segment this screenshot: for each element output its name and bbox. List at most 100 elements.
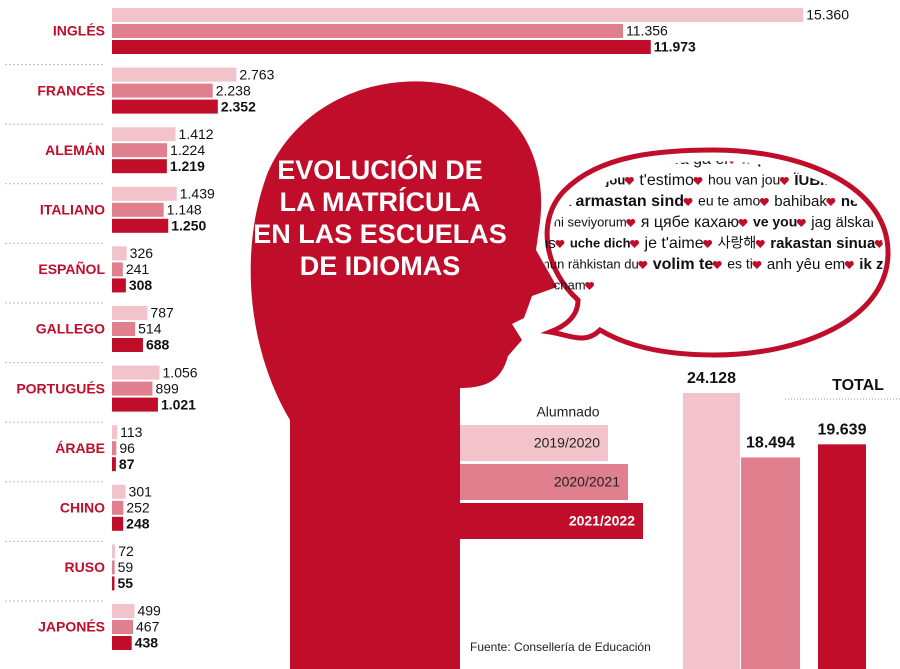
bubble-word: ve you: [753, 214, 797, 230]
value-label: 55: [117, 575, 133, 591]
bar: [112, 218, 169, 233]
legend-label: 2021/2022: [569, 513, 635, 529]
legend-swatch: [460, 503, 643, 539]
heart: [752, 261, 762, 269]
bubble-word: jag älskar dig: [810, 214, 899, 231]
source-note: Fuente: Consellería de Educación: [470, 640, 651, 654]
value-label: 326: [130, 245, 154, 261]
bar: [112, 278, 126, 293]
heart: [755, 239, 765, 248]
bubble-word: я цябе кахаю: [641, 214, 739, 231]
bar: [112, 604, 135, 618]
total-bar: [683, 392, 740, 669]
bar: [112, 636, 132, 650]
bubble-word: jeg elsker deg: [873, 172, 900, 189]
bubble-word: hou van jou: [708, 172, 780, 188]
bar: [112, 202, 164, 217]
total-label: 18.494: [746, 435, 795, 452]
bar: [112, 484, 126, 499]
bubble-word: wa ga ei: [667, 151, 728, 168]
heart: [712, 261, 722, 269]
heart: [630, 240, 640, 248]
value-label: 301: [129, 484, 153, 500]
bar: [112, 322, 136, 336]
heart: [796, 218, 806, 227]
value-label: 1.021: [161, 396, 196, 412]
bubble-word: bahibak: [774, 193, 827, 210]
bar: [112, 246, 127, 261]
bubble-outline: [540, 147, 891, 358]
bubble-word: mun rähkistan du: [539, 256, 639, 271]
speech-bubble: TEGmi amas vinwa ga eikepada Andabang sr…: [515, 147, 900, 358]
category-label: ESPAÑOL: [38, 260, 105, 277]
value-label: 11.973: [654, 39, 696, 55]
heart: [844, 261, 854, 269]
bubble-word: rakastan sinua: [770, 235, 876, 252]
bubble-word: anh yêu em: [767, 256, 845, 273]
bar: [112, 262, 123, 277]
bubble-word: seni seviyorum: [540, 214, 627, 229]
value-label: 252: [126, 500, 150, 516]
bar: [112, 8, 804, 22]
bubble-word: es ti: [727, 256, 753, 272]
bar: [112, 40, 651, 54]
bar: [112, 143, 168, 158]
heart: [759, 197, 769, 206]
value-label: 248: [126, 516, 150, 532]
total-bar: [818, 444, 866, 669]
bar: [112, 544, 116, 559]
total-label: 19.639: [818, 422, 867, 439]
bubble-word: eu te amo: [698, 193, 760, 209]
bubble-word: volim te: [653, 256, 714, 273]
bar: [112, 365, 160, 380]
bar: [112, 67, 237, 82]
heart: [624, 177, 634, 185]
heart: [703, 240, 713, 248]
bar: [112, 576, 115, 591]
legend-label: 2020/2021: [554, 474, 620, 490]
value-label: 2.238: [216, 82, 251, 98]
bar: [112, 338, 143, 352]
bar: [112, 620, 134, 634]
bar: [112, 186, 177, 201]
heart: [738, 218, 748, 227]
value-label: 467: [136, 619, 160, 635]
value-label: 1.224: [170, 142, 205, 158]
value-label: 1.148: [167, 202, 202, 218]
legend-label: 2019/2020: [534, 435, 600, 451]
value-label: 1.412: [179, 126, 214, 142]
bubble-word: máms: [515, 235, 556, 252]
bubble-word: t'estimo: [639, 172, 694, 189]
bubble-word: je t'aime: [644, 235, 704, 252]
heart: [638, 261, 648, 269]
bar: [112, 24, 624, 38]
bubble-word: 사랑해: [718, 235, 757, 251]
value-label: 308: [129, 277, 153, 293]
category-label: PORTUGUÉS: [16, 380, 105, 396]
value-label: 1.439: [180, 186, 215, 202]
bar: [112, 306, 148, 320]
total-label: 24.128: [687, 370, 736, 387]
bubble-word: TEG: [540, 151, 571, 168]
category-label: GALLEGO: [36, 321, 105, 337]
category-label: JAPONÉS: [38, 619, 105, 635]
title-text: EVOLUCIÓN DE LA MATRÍCULA EN LAS ESCUELAS D…: [253, 154, 507, 281]
heart: [585, 282, 595, 290]
value-label: 113: [120, 424, 143, 440]
bubble-word: bang sroláign ôn: [842, 151, 900, 168]
value-label: 15.360: [806, 7, 849, 23]
value-label: 1.219: [170, 158, 205, 174]
value-label: 241: [126, 261, 150, 277]
value-label: 2.763: [239, 66, 274, 82]
bar: [112, 83, 213, 98]
bar: [112, 127, 176, 142]
value-label: 11.356: [626, 23, 668, 39]
bar: [112, 457, 116, 472]
category-label: INGLÉS: [53, 23, 105, 39]
heart: [779, 177, 789, 185]
legend-swatch: [460, 464, 628, 500]
bar: [112, 516, 124, 531]
total-bar: [741, 457, 800, 669]
head-silhouette: [250, 81, 558, 669]
